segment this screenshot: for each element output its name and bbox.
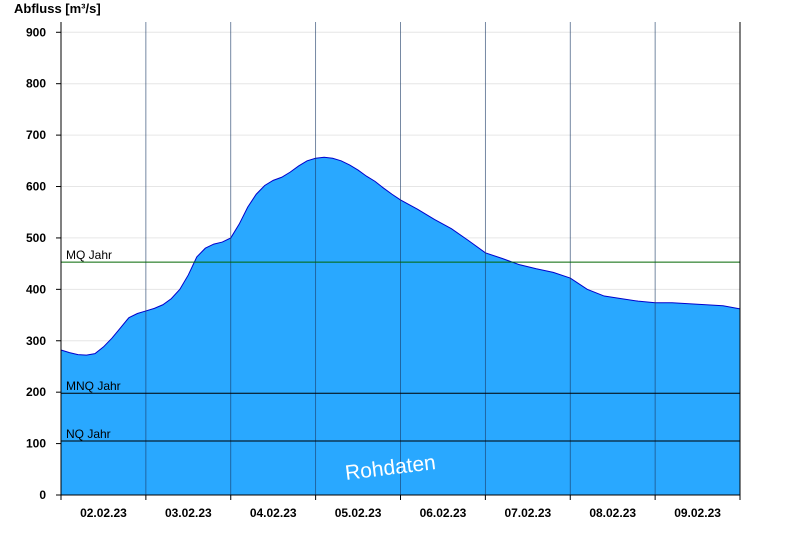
reference-label-0: MQ Jahr bbox=[66, 248, 112, 262]
y-tick-label: 900 bbox=[26, 25, 46, 39]
y-tick-label: 700 bbox=[26, 128, 46, 142]
x-tick-label: 08.02.23 bbox=[589, 506, 636, 520]
axes: 0 100 200 300 400 500 600 700 800 900 02.02.23 03.0… bbox=[26, 22, 741, 520]
x-tick-label: 02.02.23 bbox=[80, 506, 127, 520]
x-tick-label: 06.02.23 bbox=[420, 506, 467, 520]
x-tick-label: 07.02.23 bbox=[504, 506, 551, 520]
reference-label-2: NQ Jahr bbox=[66, 427, 111, 441]
y-tick-label: 600 bbox=[26, 180, 46, 194]
y-tick-label: 400 bbox=[26, 282, 46, 296]
y-tick-label: 100 bbox=[26, 437, 46, 451]
x-tick-label: 05.02.23 bbox=[335, 506, 382, 520]
x-tick-label: 04.02.23 bbox=[250, 506, 297, 520]
y-tick-label: 300 bbox=[26, 334, 46, 348]
y-axis-label: Abfluss [m³/s] bbox=[14, 1, 101, 16]
x-tick-label: 09.02.23 bbox=[674, 506, 721, 520]
reference-label-1: MNQ Jahr bbox=[66, 379, 121, 393]
y-tick-label: 200 bbox=[26, 385, 46, 399]
y-tick-label: 500 bbox=[26, 231, 46, 245]
reference-lines: MQ Jahr MNQ Jahr NQ Jahr bbox=[61, 248, 740, 442]
x-tick-label: 03.02.23 bbox=[165, 506, 212, 520]
day-gridlines bbox=[145, 22, 656, 495]
y-tick-label: 0 bbox=[39, 488, 46, 502]
y-tick-label: 800 bbox=[26, 77, 46, 91]
